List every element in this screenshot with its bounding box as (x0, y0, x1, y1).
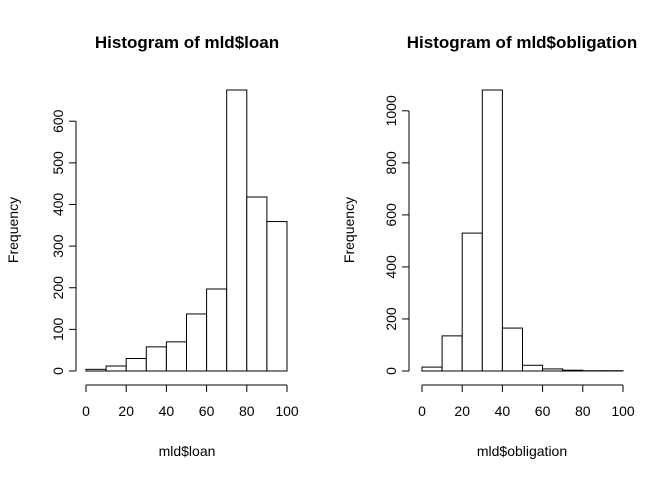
x-axis-label: mld$obligation (477, 443, 567, 459)
histogram-bar (165, 341, 187, 372)
x-tick-label: 40 (495, 403, 511, 419)
histogram-bar (461, 232, 483, 372)
y-tick-label: 0 (383, 367, 399, 375)
histogram-bar (562, 369, 584, 372)
y-tick-label: 500 (50, 151, 66, 175)
x-tick-label: 100 (611, 403, 635, 419)
x-tick-label: 100 (275, 403, 299, 419)
histogram-bar (206, 288, 228, 372)
histogram-bar (542, 368, 564, 372)
histogram-bar (125, 358, 147, 372)
chart-title: Histogram of mld$loan (95, 33, 279, 52)
histogram-bar (441, 335, 463, 372)
x-tick-label: 80 (239, 403, 255, 419)
y-tick-label: 600 (50, 109, 66, 133)
y-tick-label: 200 (50, 276, 66, 300)
histogram-bar (266, 221, 288, 372)
histogram-bar (501, 327, 523, 372)
chart-title: Histogram of mld$obligation (407, 33, 637, 52)
x-axis-label: mld$loan (159, 443, 216, 459)
y-tick-label: 300 (50, 234, 66, 258)
y-tick-label: 100 (50, 317, 66, 341)
y-tick-label: 0 (50, 367, 66, 375)
x-tick-label: 80 (575, 403, 591, 419)
x-tick-label: 20 (454, 403, 470, 419)
y-tick-label: 200 (383, 307, 399, 331)
histogram-bar (85, 368, 107, 372)
x-tick-label: 20 (118, 403, 134, 419)
y-axis: 0 100 200 300 400 500 600 (50, 109, 77, 375)
y-tick-label: 1000 (383, 95, 399, 126)
y-axis-label: Frequency (5, 197, 21, 263)
histogram-bar (226, 89, 248, 372)
x-tick-label: 40 (159, 403, 175, 419)
histogram-bar (246, 196, 268, 372)
x-tick-label: 60 (535, 403, 551, 419)
x-tick-label: 0 (82, 403, 90, 419)
histogram-bar (186, 313, 208, 372)
y-tick-label: 800 (383, 151, 399, 175)
y-tick-label: 400 (50, 193, 66, 217)
x-tick-label: 60 (199, 403, 215, 419)
bars (421, 89, 624, 372)
histogram-panel-loan: Histogram of mld$loan 010020030040050060… (5, 33, 299, 459)
histogram-bar (481, 89, 503, 372)
histogram-bar (105, 365, 127, 372)
y-axis: 0 200 400 600 800 1000 (383, 95, 410, 375)
x-axis: 0 20 40 60 80 100 (418, 384, 635, 419)
y-tick-label: 600 (383, 203, 399, 227)
histogram-bar (421, 366, 443, 372)
y-tick-label: 400 (383, 255, 399, 279)
x-tick-label: 0 (418, 403, 426, 419)
bars (85, 89, 288, 372)
histogram-bar (522, 364, 544, 372)
x-axis: 0 20 40 60 80 100 (82, 384, 299, 419)
histogram-panel-obligation: Histogram of mld$obligation 020040060080… (341, 33, 637, 459)
y-axis-label: Frequency (341, 197, 357, 263)
histogram-bar (145, 346, 167, 372)
